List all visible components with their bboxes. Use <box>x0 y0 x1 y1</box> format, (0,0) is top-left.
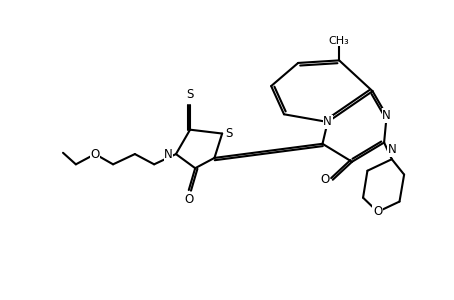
Text: N: N <box>382 109 391 122</box>
Text: N: N <box>323 116 332 128</box>
Text: S: S <box>187 88 194 101</box>
Text: S: S <box>225 127 232 140</box>
Text: CH₃: CH₃ <box>329 36 350 46</box>
Text: O: O <box>373 205 382 218</box>
Text: O: O <box>321 173 330 186</box>
Text: O: O <box>90 148 100 160</box>
Text: N: N <box>164 148 173 160</box>
Text: N: N <box>387 143 396 156</box>
Text: O: O <box>184 193 193 206</box>
